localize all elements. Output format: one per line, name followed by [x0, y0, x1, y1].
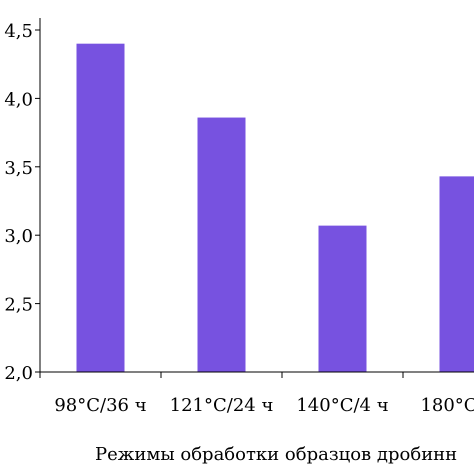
axes — [39, 18, 474, 378]
x-tick-label: 180°C/36 — [420, 395, 474, 416]
y-tick-label: 3,0 — [4, 226, 33, 247]
y-tick-label: 2,0 — [4, 363, 33, 384]
x-axis-tick-labels: 98°C/36 ч 121°C/24 ч 140°C/4 ч 180°C/36 — [54, 395, 474, 416]
y-tick-label: 4,5 — [4, 21, 33, 42]
y-tick-label: 4,0 — [4, 89, 33, 110]
x-axis-title: Режимы обработки образцов дробинн — [95, 444, 457, 465]
x-tick-label: 121°C/24 ч — [170, 395, 274, 416]
x-tick-label: 98°C/36 ч — [54, 395, 146, 416]
bar — [439, 176, 474, 372]
bars — [76, 43, 474, 373]
y-tick-label: 2,5 — [4, 295, 33, 316]
y-axis-ticks: 2,0 2,5 3,0 3,5 4,0 4,5 — [4, 21, 40, 384]
x-tick-label: 140°C/4 ч — [296, 395, 388, 416]
bar — [76, 43, 125, 373]
bar — [197, 117, 246, 372]
bar — [318, 225, 367, 372]
y-tick-label: 3,5 — [4, 158, 33, 179]
